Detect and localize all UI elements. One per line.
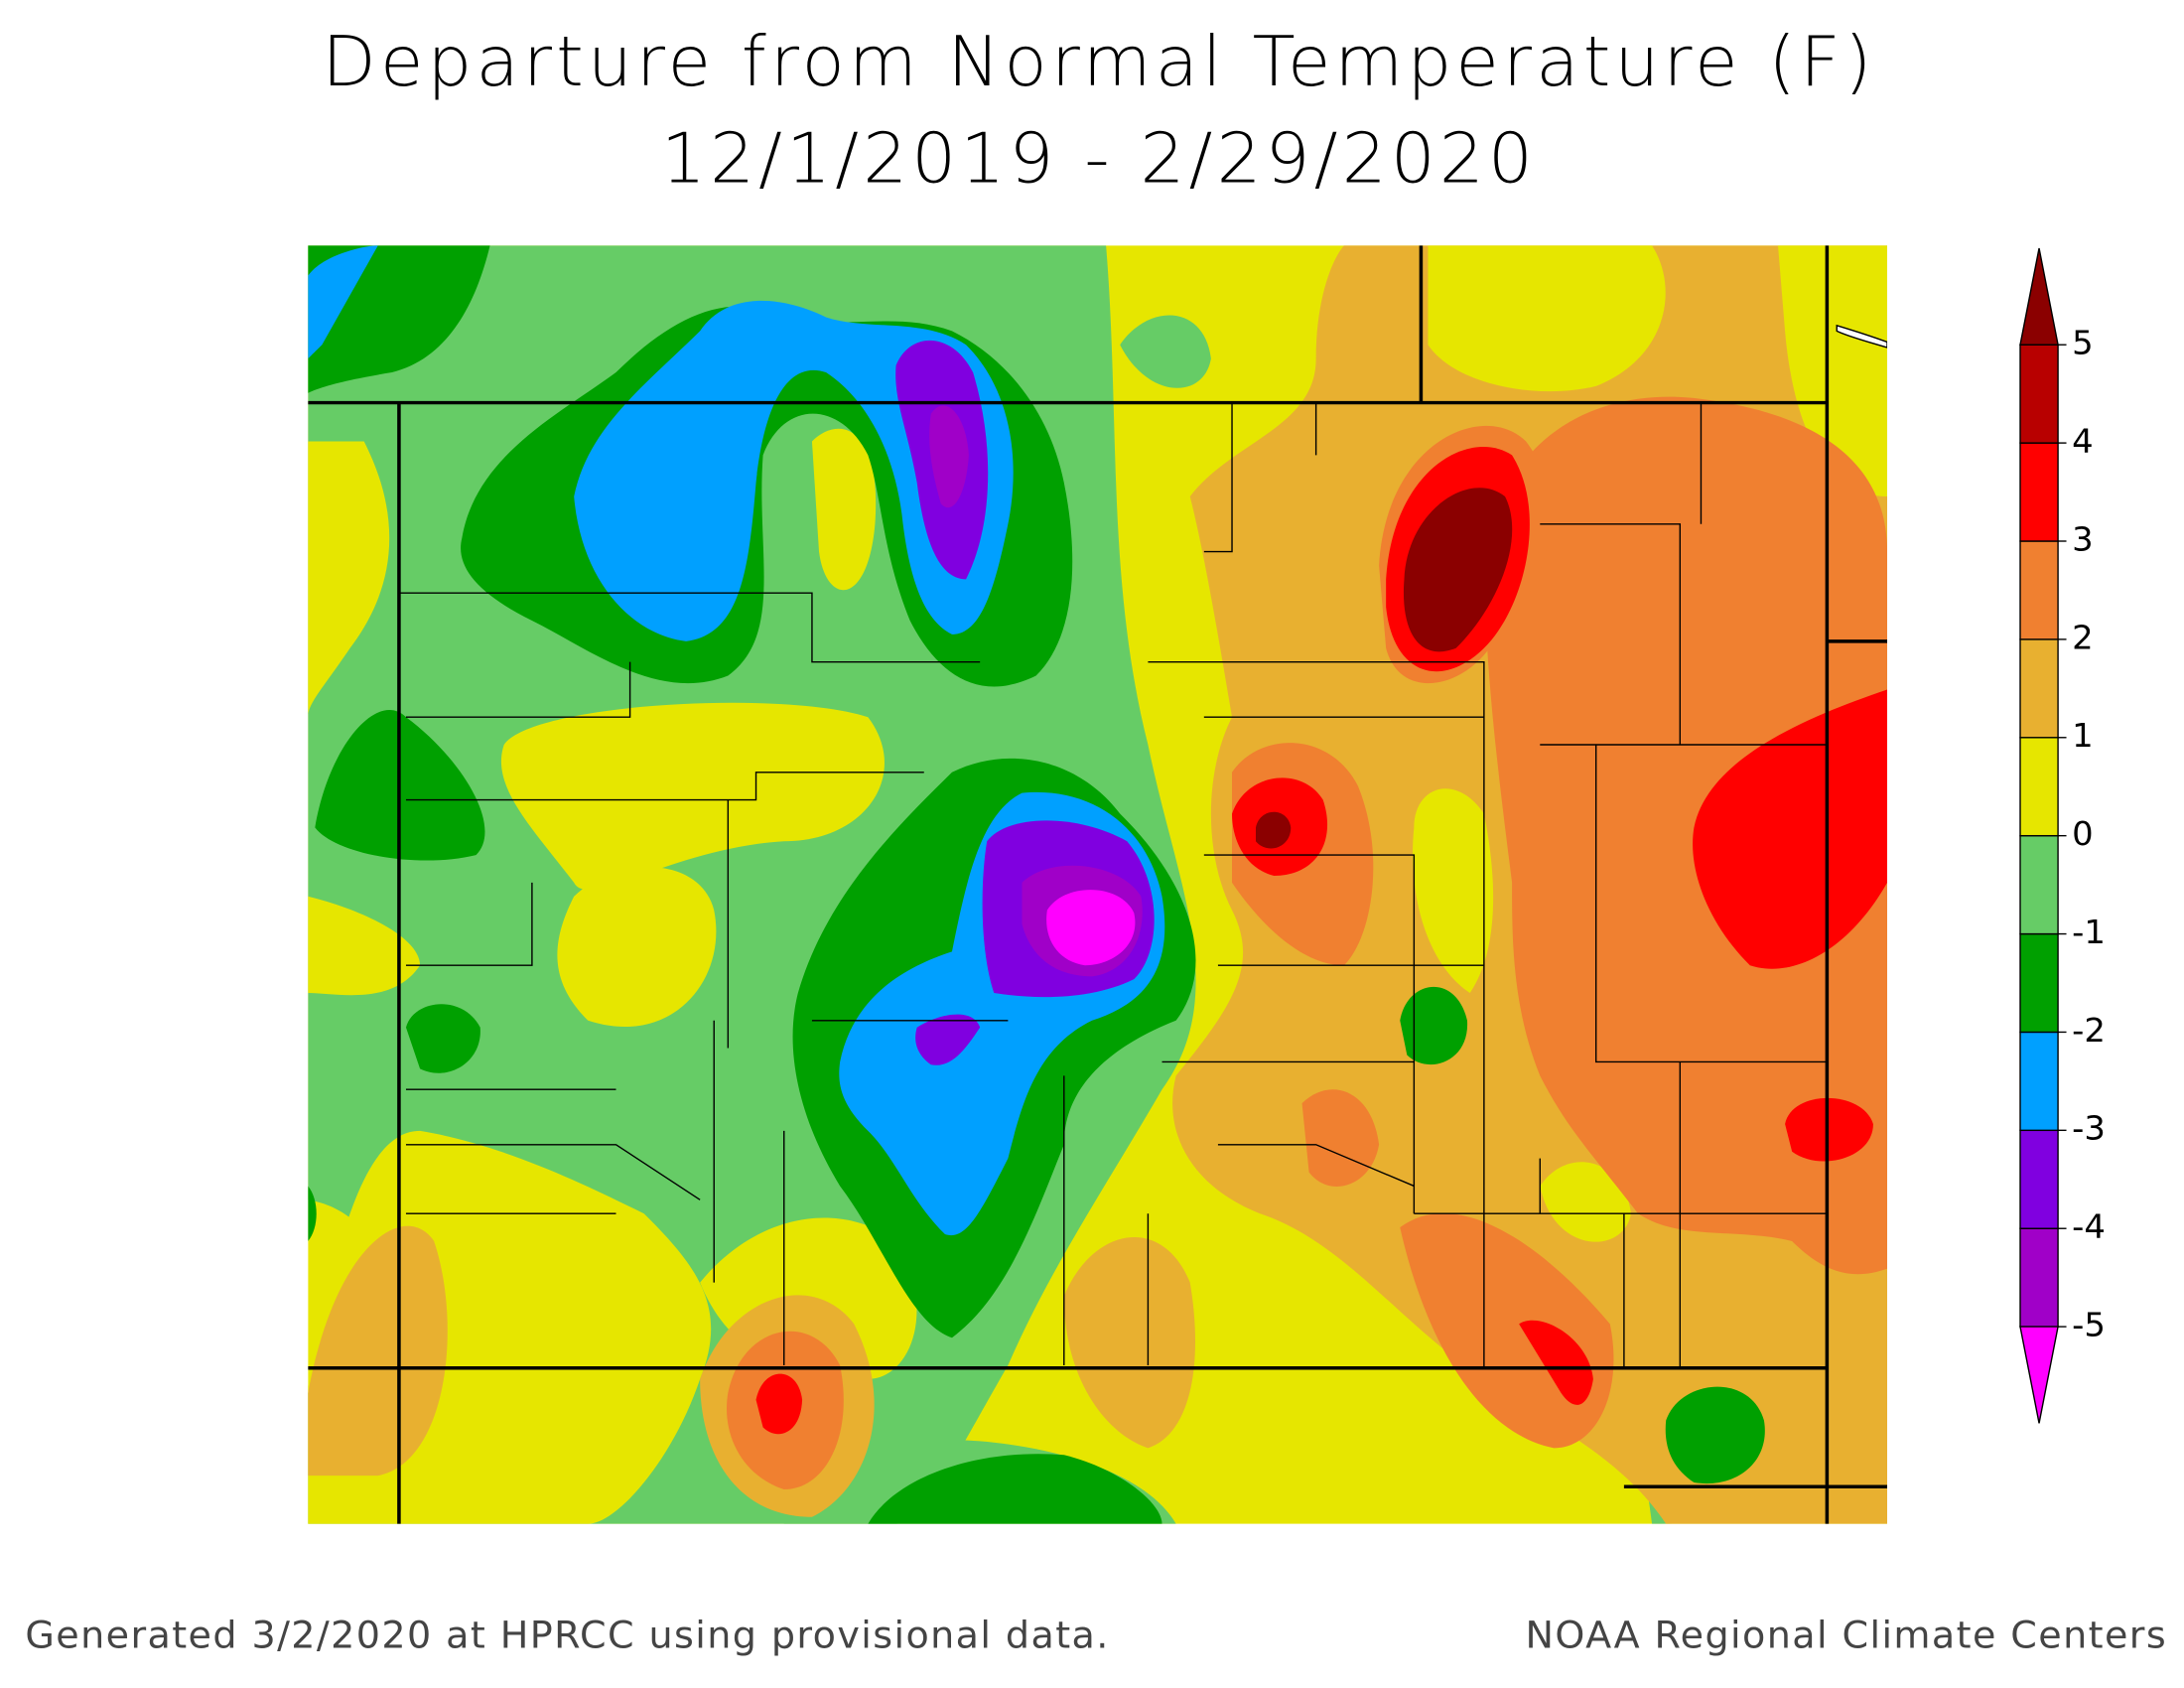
legend-band (2019, 932, 2059, 1034)
legend-tick-label: 2 (2072, 619, 2094, 657)
legend-band (2019, 638, 2059, 739)
title: Departure from Normal Temperature (F) (322, 22, 1875, 102)
legend-tick-label: 3 (2072, 520, 2094, 559)
legend-tick-label: -1 (2072, 913, 2106, 951)
subtitle: 12/1/2019 - 2/29/2020 (661, 118, 1537, 199)
legend-tick-label: 1 (2072, 716, 2094, 755)
legend-tick-label: 0 (2072, 814, 2094, 853)
legend-band (2019, 737, 2059, 837)
legend-band (2019, 1129, 2059, 1229)
legend-tick-label: -5 (2072, 1306, 2106, 1344)
legend-tick-label: -3 (2072, 1109, 2106, 1148)
legend-band (2019, 1031, 2059, 1132)
footer-left: Generated 3/2/2020 at HPRCC using provis… (25, 1614, 1109, 1657)
legend-tick-label: 4 (2072, 422, 2094, 461)
legend-tick-label: -2 (2072, 1011, 2106, 1050)
legend-band (2019, 834, 2059, 935)
legend-tick-label: 5 (2072, 324, 2094, 362)
legend-band (2019, 540, 2059, 640)
legend-band (2019, 1227, 2059, 1328)
legend-tip-low (2019, 1326, 2059, 1424)
legend-tip-high (2019, 247, 2059, 346)
contour-map (308, 245, 1888, 1524)
legend-band (2019, 344, 2059, 444)
legend-tick-label: -4 (2072, 1207, 2106, 1246)
footer-right: NOAA Regional Climate Centers (1526, 1614, 2168, 1657)
color-legend: -5 -4 -3 -2 -1 0 1 2 3 4 5 (2019, 247, 2106, 1424)
legend-band (2019, 442, 2059, 542)
